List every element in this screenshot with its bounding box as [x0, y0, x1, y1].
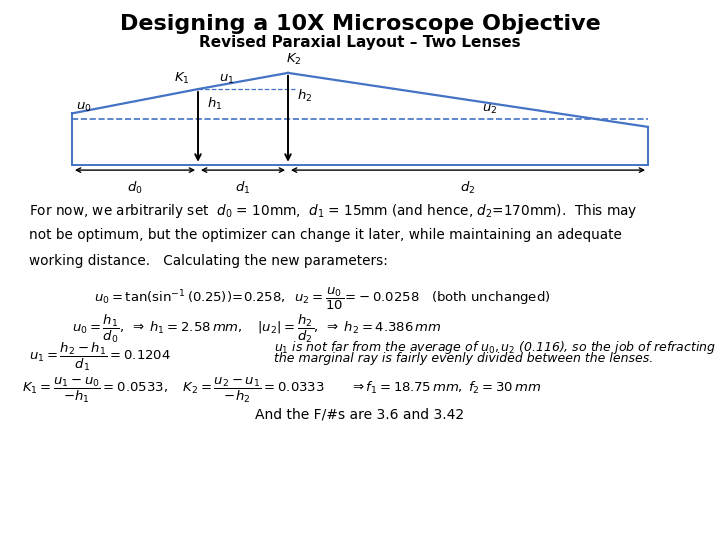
Text: Revised Paraxial Layout – Two Lenses: Revised Paraxial Layout – Two Lenses	[199, 35, 521, 50]
Text: $u_1$: $u_1$	[219, 73, 235, 86]
Text: working distance.   Calculating the new parameters:: working distance. Calculating the new pa…	[29, 254, 387, 268]
Text: $u_2$: $u_2$	[482, 103, 498, 116]
Text: $K_1 = \dfrac{u_1 - u_0}{-h_1} = 0.0533, \quad K_2 = \dfrac{u_2 - u_1}{-h_2} = 0: $K_1 = \dfrac{u_1 - u_0}{-h_1} = 0.0533,…	[22, 376, 541, 406]
Text: $u_1 = \dfrac{h_2 - h_1}{d_1} = 0.1204$: $u_1 = \dfrac{h_2 - h_1}{d_1} = 0.1204$	[29, 341, 171, 374]
Text: $d_1$: $d_1$	[235, 180, 251, 196]
Text: $K_2$: $K_2$	[286, 52, 302, 68]
Text: the marginal ray is fairly evenly divided between the lenses.: the marginal ray is fairly evenly divide…	[274, 352, 653, 365]
Text: $u_0$: $u_0$	[76, 102, 91, 114]
Text: $K_1$: $K_1$	[174, 71, 190, 86]
Text: $u_0 = \dfrac{h_1}{d_0},\;\Rightarrow\; h_1 = 2.58\,mm, \quad |u_2| = \dfrac{h_2: $u_0 = \dfrac{h_1}{d_0},\;\Rightarrow\; …	[72, 313, 442, 345]
Text: For now, we arbitrarily set  $d_0$ = 10mm,  $d_1$ = 15mm (and hence, $d_2$=170mm: For now, we arbitrarily set $d_0$ = 10mm…	[29, 202, 637, 220]
Text: $h_1$: $h_1$	[207, 96, 222, 112]
Text: $h_2$: $h_2$	[297, 88, 312, 104]
Text: $u_0 = \tan\!\left(\sin^{-1}(0.25)\right)\!=\!0.258,\;\; u_2 = \dfrac{u_0}{10}\!: $u_0 = \tan\!\left(\sin^{-1}(0.25)\right…	[94, 286, 550, 312]
Text: $u_1$ is not far from the average of $u_0, u_2$ (0.116), so the job of refractin: $u_1$ is not far from the average of $u_…	[274, 339, 716, 355]
Text: $d_0$: $d_0$	[127, 180, 143, 196]
Text: $d_2$: $d_2$	[460, 180, 476, 196]
Text: not be optimum, but the optimizer can change it later, while maintaining an adeq: not be optimum, but the optimizer can ch…	[29, 228, 621, 242]
Text: Designing a 10X Microscope Objective: Designing a 10X Microscope Objective	[120, 14, 600, 33]
Text: And the F/#s are 3.6 and 3.42: And the F/#s are 3.6 and 3.42	[256, 407, 464, 421]
